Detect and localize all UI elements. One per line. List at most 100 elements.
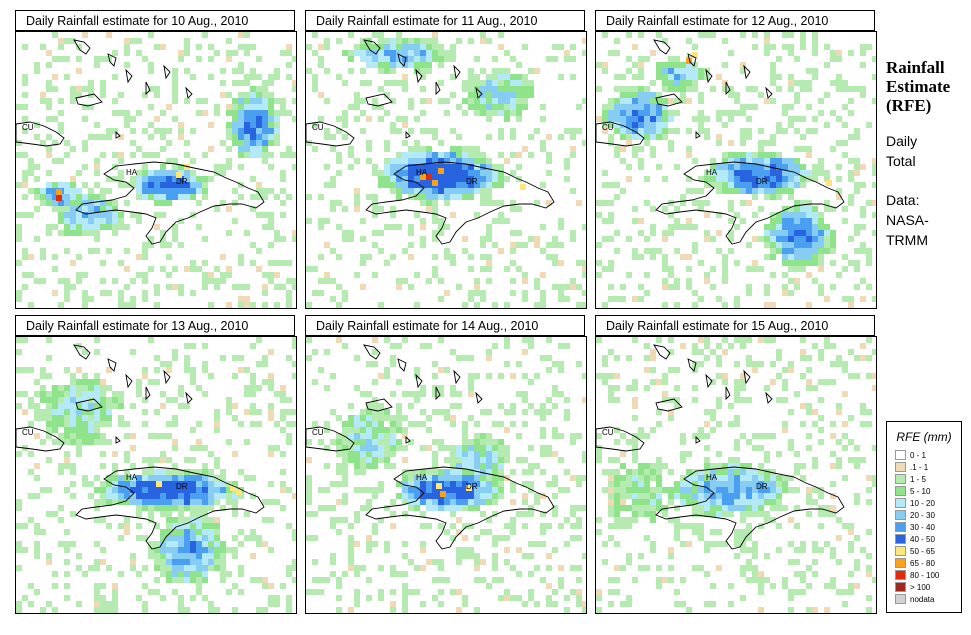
rainfall-cell (268, 379, 274, 385)
rainfall-cell (136, 523, 142, 529)
rainfall-cell (372, 194, 378, 200)
legend-item: 10 - 20 (895, 498, 935, 509)
rainfall-cell (336, 433, 342, 439)
rainfall-cell (788, 367, 794, 373)
rainfall-cell (668, 272, 674, 278)
rainfall-cell (154, 92, 160, 98)
rainfall-cell (558, 284, 564, 290)
rainfall-cell (190, 290, 196, 296)
rainfall-cell (752, 445, 758, 451)
rainfall-cell (190, 511, 196, 517)
rainfall-cell (596, 451, 602, 457)
rainfall-cell (354, 206, 360, 212)
rainfall-cell (178, 517, 184, 523)
rainfall-cell (366, 158, 372, 164)
rainfall-cell (94, 541, 100, 547)
rainfall-cell (456, 164, 462, 170)
rainfall-cell (632, 134, 638, 140)
rainfall-cell (522, 80, 528, 86)
rainfall-cell (626, 493, 632, 499)
rainfall-cell (306, 481, 312, 487)
rainfall-cell (656, 116, 662, 122)
rainfall-cell (746, 523, 752, 529)
rainfall-cell (674, 74, 680, 80)
rainfall-cell (794, 260, 800, 266)
rainfall-cell (280, 50, 286, 56)
rainfall-cell (704, 337, 710, 343)
rainfall-cell (830, 421, 836, 427)
rainfall-cell (710, 176, 716, 182)
rainfall-cell (190, 547, 196, 553)
rainfall-cell (782, 128, 788, 134)
rainfall-cell (752, 32, 758, 38)
rainfall-cell (130, 553, 136, 559)
rainfall-cell (546, 595, 552, 601)
rainfall-cell (214, 517, 220, 523)
rainfall-cell (656, 134, 662, 140)
rainfall-cell (788, 86, 794, 92)
rainfall-cell (782, 254, 788, 260)
rainfall-cell (740, 571, 746, 577)
rainfall-cell (674, 128, 680, 134)
rainfall-cell (82, 397, 88, 403)
rainfall-cell (324, 463, 330, 469)
rainfall-cell (34, 164, 40, 170)
rainfall-cell (46, 152, 52, 158)
rainfall-cell (250, 343, 256, 349)
rainfall-cell (22, 152, 28, 158)
rainfall-cell (704, 236, 710, 242)
rainfall-cell (758, 505, 764, 511)
rainfall-cell (812, 343, 818, 349)
rainfall-cell (662, 373, 668, 379)
rainfall-cell (480, 499, 486, 505)
rainfall-cell (674, 493, 680, 499)
rainfall-cell (570, 565, 576, 571)
rainfall-cell (88, 433, 94, 439)
rainfall-cell (268, 547, 274, 553)
rainfall-cell (674, 248, 680, 254)
rainfall-cell (160, 164, 166, 170)
rainfall-cell (662, 98, 668, 104)
rainfall-cell (52, 194, 58, 200)
rainfall-cell (124, 44, 130, 50)
rainfall-cell (812, 170, 818, 176)
rainfall-cell (40, 92, 46, 98)
rainfall-cell (510, 469, 516, 475)
rainfall-cell (716, 355, 722, 361)
rainfall-cell (614, 86, 620, 92)
rainfall-cell (498, 475, 504, 481)
rainfall-cell (848, 50, 854, 56)
rainfall-cell (806, 218, 812, 224)
rainfall-cell (758, 481, 764, 487)
rainfall-cell (776, 182, 782, 188)
rainfall-cell (190, 577, 196, 583)
rainfall-cell (52, 439, 58, 445)
rainfall-cell (650, 230, 656, 236)
rainfall-cell (244, 152, 250, 158)
rainfall-cell (794, 469, 800, 475)
rainfall-cell (546, 481, 552, 487)
rainfall-cell (788, 218, 794, 224)
rainfall-cell (390, 427, 396, 433)
rainfall-cell (728, 86, 734, 92)
rainfall-cell (710, 469, 716, 475)
rainfall-cell (704, 433, 710, 439)
rainfall-cell (76, 92, 82, 98)
rainfall-cell (662, 284, 668, 290)
rainfall-cell (450, 92, 456, 98)
rainfall-cell (866, 44, 872, 50)
rainfall-cell (770, 164, 776, 170)
rainfall-cell (208, 529, 214, 535)
rainfall-cell (668, 116, 674, 122)
rainfall-cell (88, 134, 94, 140)
rainfall-cell (716, 505, 722, 511)
rainfall-cell (644, 110, 650, 116)
rainfall-cell (632, 493, 638, 499)
rainfall-cell (576, 577, 582, 583)
rainfall-cell (420, 481, 426, 487)
rainfall-cell (112, 487, 118, 493)
rainfall-cell (208, 559, 214, 565)
rainfall-cell (516, 457, 522, 463)
rainfall-cell (626, 523, 632, 529)
rainfall-cell (420, 128, 426, 134)
